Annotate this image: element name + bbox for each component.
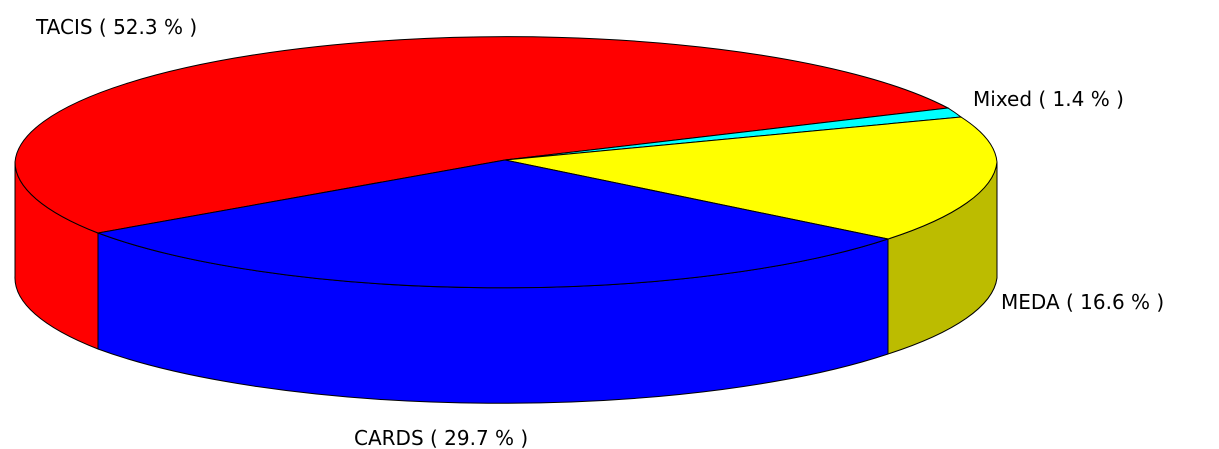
slice-cards (96, 159, 890, 289)
slice-tacis (14, 36, 950, 234)
slice-label-mixed: Mixed ( 1.4 % ) (973, 87, 1124, 111)
slice-label-cards: CARDS ( 29.7 % ) (354, 426, 528, 449)
slice-label-meda: MEDA ( 16.6 % ) (1001, 290, 1164, 314)
slice-meda (504, 116, 998, 240)
slice-label-tacis: TACIS ( 52.3 % ) (35, 15, 197, 39)
